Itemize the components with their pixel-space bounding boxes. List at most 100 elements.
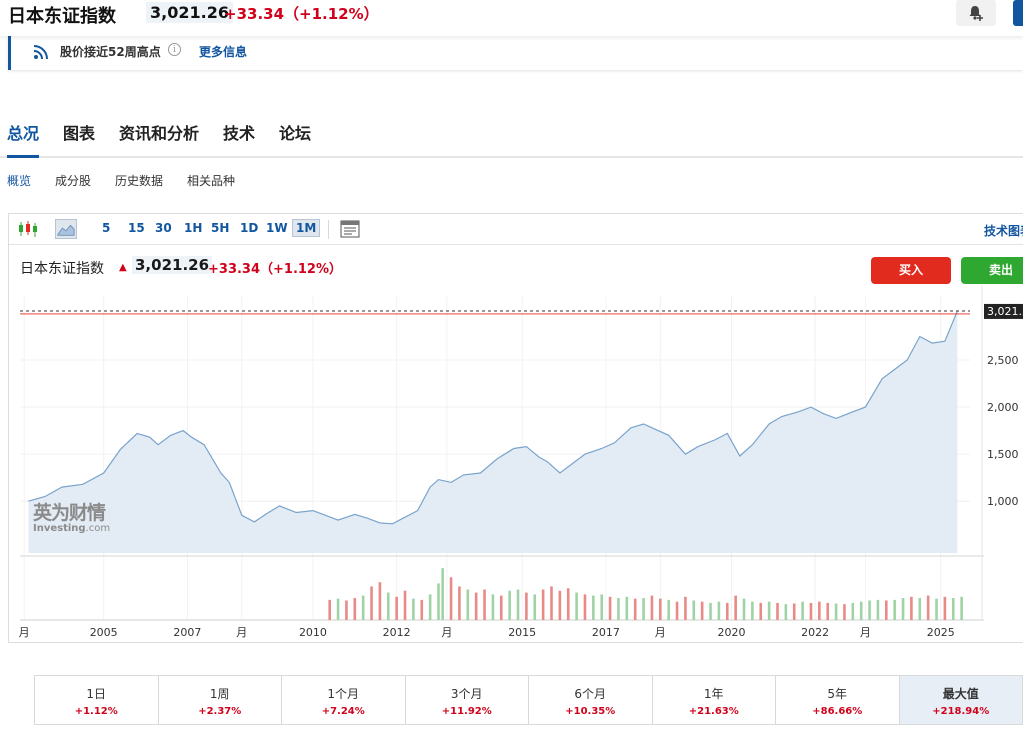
- tab-news-analysis[interactable]: 资讯和分析: [119, 124, 200, 143]
- volume-bar: [370, 586, 373, 620]
- volume-bar: [926, 595, 930, 620]
- x-tick-label: 月: [236, 626, 247, 639]
- notice-text: 股价接近52周高点: [60, 45, 161, 59]
- bell-plus-icon: [969, 6, 983, 21]
- volume-bar: [437, 583, 440, 620]
- x-tick-label: 2010: [299, 626, 327, 639]
- period-6m[interactable]: 6个月 +10.35%: [529, 676, 653, 724]
- interval-1d[interactable]: 1D: [240, 221, 259, 235]
- sell-button[interactable]: 卖出: [961, 257, 1023, 284]
- volume-bar: [951, 598, 955, 620]
- volume-bar: [742, 598, 746, 620]
- x-tick-label: 2017: [592, 626, 620, 639]
- volume-bar: [458, 586, 461, 620]
- volume-bar: [550, 586, 553, 620]
- volume-bar: [801, 601, 804, 620]
- tab-technical[interactable]: 技术: [223, 124, 256, 143]
- price-chart[interactable]: 3,021.3 1,000 1,500 2,000 2,500 月 2005 2007 月 201…: [9, 214, 1023, 644]
- volume-bar: [818, 601, 821, 620]
- subtab-summary[interactable]: 概览: [7, 174, 32, 188]
- volume-bar: [642, 598, 645, 620]
- volume-bar: [943, 596, 947, 620]
- x-tick-label: 2015: [508, 626, 536, 639]
- price-line: [28, 310, 958, 525]
- y-tick-label: 1,500: [987, 448, 1019, 461]
- period-value: +10.35%: [565, 706, 616, 717]
- volume-bar: [566, 588, 570, 620]
- subtab-components[interactable]: 成分股: [55, 174, 92, 188]
- period-1y[interactable]: 1年 +21.63%: [653, 676, 776, 724]
- more-info-link[interactable]: 更多信息: [199, 45, 248, 59]
- y-tick-label: 2,500: [987, 354, 1019, 367]
- interval-1h[interactable]: 1H: [184, 221, 203, 235]
- volume-bar: [525, 592, 528, 620]
- notice-bar: 股价接近52周高点 i 更多信息: [8, 36, 1023, 70]
- volume-bar: [734, 595, 737, 620]
- interval-30[interactable]: 30: [155, 221, 172, 235]
- technical-chart-link[interactable]: 技术图表: [984, 224, 1023, 238]
- volume-bar: [449, 577, 453, 620]
- period-value: +218.94%: [932, 706, 990, 717]
- volume-bar: [474, 592, 478, 620]
- volume-bar: [541, 589, 545, 620]
- volume-bar: [516, 589, 520, 620]
- interval-15[interactable]: 15: [128, 221, 145, 235]
- volume-bar: [491, 594, 495, 620]
- volume-bar: [466, 589, 470, 620]
- subtab-historical-data[interactable]: 历史数据: [115, 174, 164, 188]
- tab-forum[interactable]: 论坛: [279, 124, 312, 143]
- volume-bar: [709, 602, 712, 620]
- interval-5h[interactable]: 5H: [211, 221, 230, 235]
- period-value: +11.92%: [441, 706, 492, 717]
- volume-bar: [675, 601, 679, 620]
- interval-5[interactable]: 5: [102, 221, 111, 235]
- volume-bar: [575, 592, 578, 620]
- interval-1w[interactable]: 1W: [266, 221, 288, 235]
- volume-bar: [428, 594, 432, 620]
- tab-overview[interactable]: 总况: [7, 120, 40, 158]
- legend-price: 3,021.26: [132, 256, 213, 274]
- interval-1m[interactable]: 1M: [292, 219, 321, 237]
- period-1w[interactable]: 1周 +2.37%: [159, 676, 282, 724]
- follow-button-edge[interactable]: [1013, 0, 1023, 26]
- buy-button[interactable]: 买入: [871, 257, 951, 284]
- last-price-label: 3,021.3: [987, 305, 1023, 318]
- volume-bar: [700, 601, 704, 620]
- info-icon[interactable]: i: [168, 43, 181, 56]
- volume-bar: [345, 600, 348, 620]
- period-max[interactable]: 最大值 +218.94%: [899, 676, 1023, 724]
- volume-bar: [403, 590, 407, 620]
- period-3m[interactable]: 3个月 +11.92%: [406, 676, 529, 724]
- volume-bar: [901, 598, 905, 620]
- volume-bar: [483, 589, 486, 620]
- candlestick-icon[interactable]: [17, 219, 39, 239]
- tab-chart[interactable]: 图表: [63, 124, 96, 143]
- period-1d[interactable]: 1日 +1.12%: [35, 676, 159, 724]
- chart-card: 5 15 30 1H 5H 1D 1W 1M 技术图表 日本东证指数 ▲ 3,0…: [8, 213, 1023, 643]
- watermark-cn: 英为财情: [33, 502, 106, 524]
- sub-tabs: 概览 成分股 历史数据 相关品种: [0, 172, 1023, 192]
- chart-toolbar: 5 15 30 1H 5H 1D 1W 1M 技术图表: [9, 214, 1023, 245]
- period-value: +1.12%: [74, 706, 118, 717]
- volume-bar: [378, 582, 382, 620]
- period-1m[interactable]: 1个月 +7.24%: [282, 676, 406, 724]
- volume-bar: [583, 594, 587, 620]
- volume-bar: [751, 601, 754, 620]
- period-value: +2.37%: [198, 706, 242, 717]
- period-label: 6个月: [574, 687, 607, 701]
- area-chart-icon[interactable]: [55, 219, 77, 239]
- period-value: +7.24%: [321, 706, 365, 717]
- period-label: 1年: [703, 687, 724, 701]
- volume-bar: [851, 602, 855, 620]
- toolbar-divider: [328, 220, 329, 239]
- x-tick-label: 2005: [90, 626, 118, 639]
- chart-settings-icon[interactable]: [339, 219, 361, 239]
- volume-bar: [692, 600, 696, 620]
- period-5y[interactable]: 5年 +86.66%: [776, 676, 900, 724]
- volume-bar: [684, 596, 687, 620]
- add-alert-button[interactable]: [956, 0, 996, 26]
- performance-periods: 1日 +1.12% 1周 +2.37% 1个月 +7.24% 3个月 +11.9…: [34, 675, 1023, 725]
- subtab-related[interactable]: 相关品种: [187, 174, 236, 188]
- watermark-en: Investing.com: [33, 523, 111, 534]
- volume-bar: [499, 595, 503, 620]
